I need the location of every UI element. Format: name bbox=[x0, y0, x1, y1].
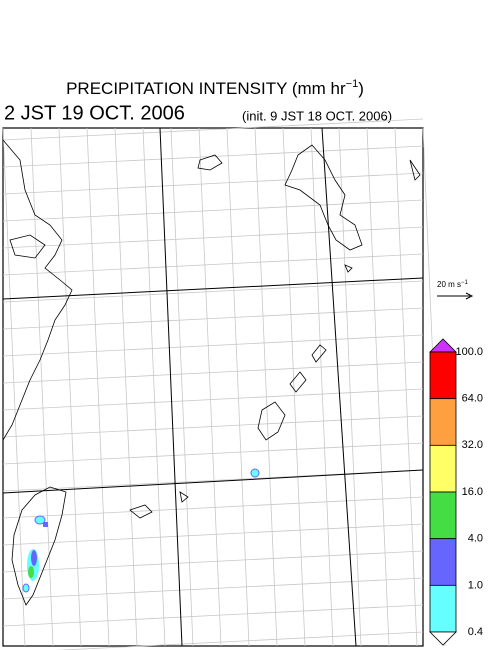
map-frame bbox=[2, 127, 424, 647]
vector-legend-label: 20 m s−1 bbox=[437, 280, 469, 290]
grid-line bbox=[2, 604, 424, 627]
grid-line bbox=[2, 199, 424, 222]
colorbar-label: 1.0 bbox=[468, 579, 483, 591]
title: PRECIPITATION INTENSITY (mm hr−1) bbox=[66, 78, 364, 99]
grid-line bbox=[142, 127, 166, 647]
grid-line bbox=[2, 172, 424, 195]
grid-line bbox=[2, 307, 424, 330]
grid-line bbox=[338, 127, 362, 647]
colorbar-segment bbox=[429, 351, 457, 400]
lat-lon-lines bbox=[2, 127, 424, 647]
grid-line bbox=[2, 127, 26, 647]
grid-line bbox=[2, 496, 424, 519]
grid-line bbox=[114, 127, 138, 647]
grid-line bbox=[2, 415, 424, 438]
grid-line bbox=[58, 127, 82, 647]
grid-line bbox=[254, 127, 278, 647]
colorbar-segment bbox=[429, 444, 457, 493]
grid-line bbox=[2, 253, 424, 276]
grid-line bbox=[394, 127, 418, 647]
colorbar-segment bbox=[429, 584, 457, 633]
grid-line bbox=[2, 388, 424, 411]
vector-legend: 20 m s−1 bbox=[437, 280, 474, 300]
colorbar-segment bbox=[429, 491, 457, 540]
map bbox=[2, 118, 446, 650]
colorbar-label: 16.0 bbox=[462, 486, 483, 498]
colorbar: 100.0 64.0 32.0 16.0 4.0 1.0 0.4 bbox=[429, 338, 483, 646]
colorbar-label: 4.0 bbox=[468, 533, 483, 545]
valid-time: 2 JST 19 OCT. 2006 bbox=[4, 102, 185, 124]
colorbar-label: 100.0 bbox=[455, 346, 483, 358]
coastlines bbox=[2, 139, 421, 606]
precipitation bbox=[22, 468, 260, 593]
grid-line bbox=[2, 577, 424, 600]
colorbar-label: 64.0 bbox=[462, 393, 483, 405]
grid-line bbox=[2, 226, 424, 249]
grid-line bbox=[2, 361, 424, 384]
grid-line bbox=[2, 145, 424, 168]
grid-line bbox=[86, 127, 110, 647]
colorbar-cap bbox=[429, 338, 457, 353]
grid-line bbox=[282, 127, 306, 647]
colorbar-label: 32.0 bbox=[462, 439, 483, 451]
init-time: (init. 9 JST 18 OCT. 2006) bbox=[242, 108, 392, 123]
grid-line bbox=[198, 127, 222, 647]
colorbar-segment bbox=[429, 538, 457, 586]
grid-line bbox=[2, 118, 424, 141]
grid-line bbox=[2, 334, 424, 357]
colorbar-cap bbox=[429, 631, 457, 646]
colorbar-label: 0.4 bbox=[468, 626, 483, 638]
grid-line bbox=[2, 550, 424, 573]
grid-line bbox=[366, 127, 390, 647]
grid-line bbox=[310, 127, 334, 647]
colorbar-segment bbox=[429, 398, 457, 446]
grid-line bbox=[2, 442, 424, 465]
grid-line bbox=[170, 127, 194, 647]
grid-line bbox=[2, 280, 424, 303]
grid-lines bbox=[2, 118, 446, 650]
grid-line bbox=[2, 523, 424, 546]
